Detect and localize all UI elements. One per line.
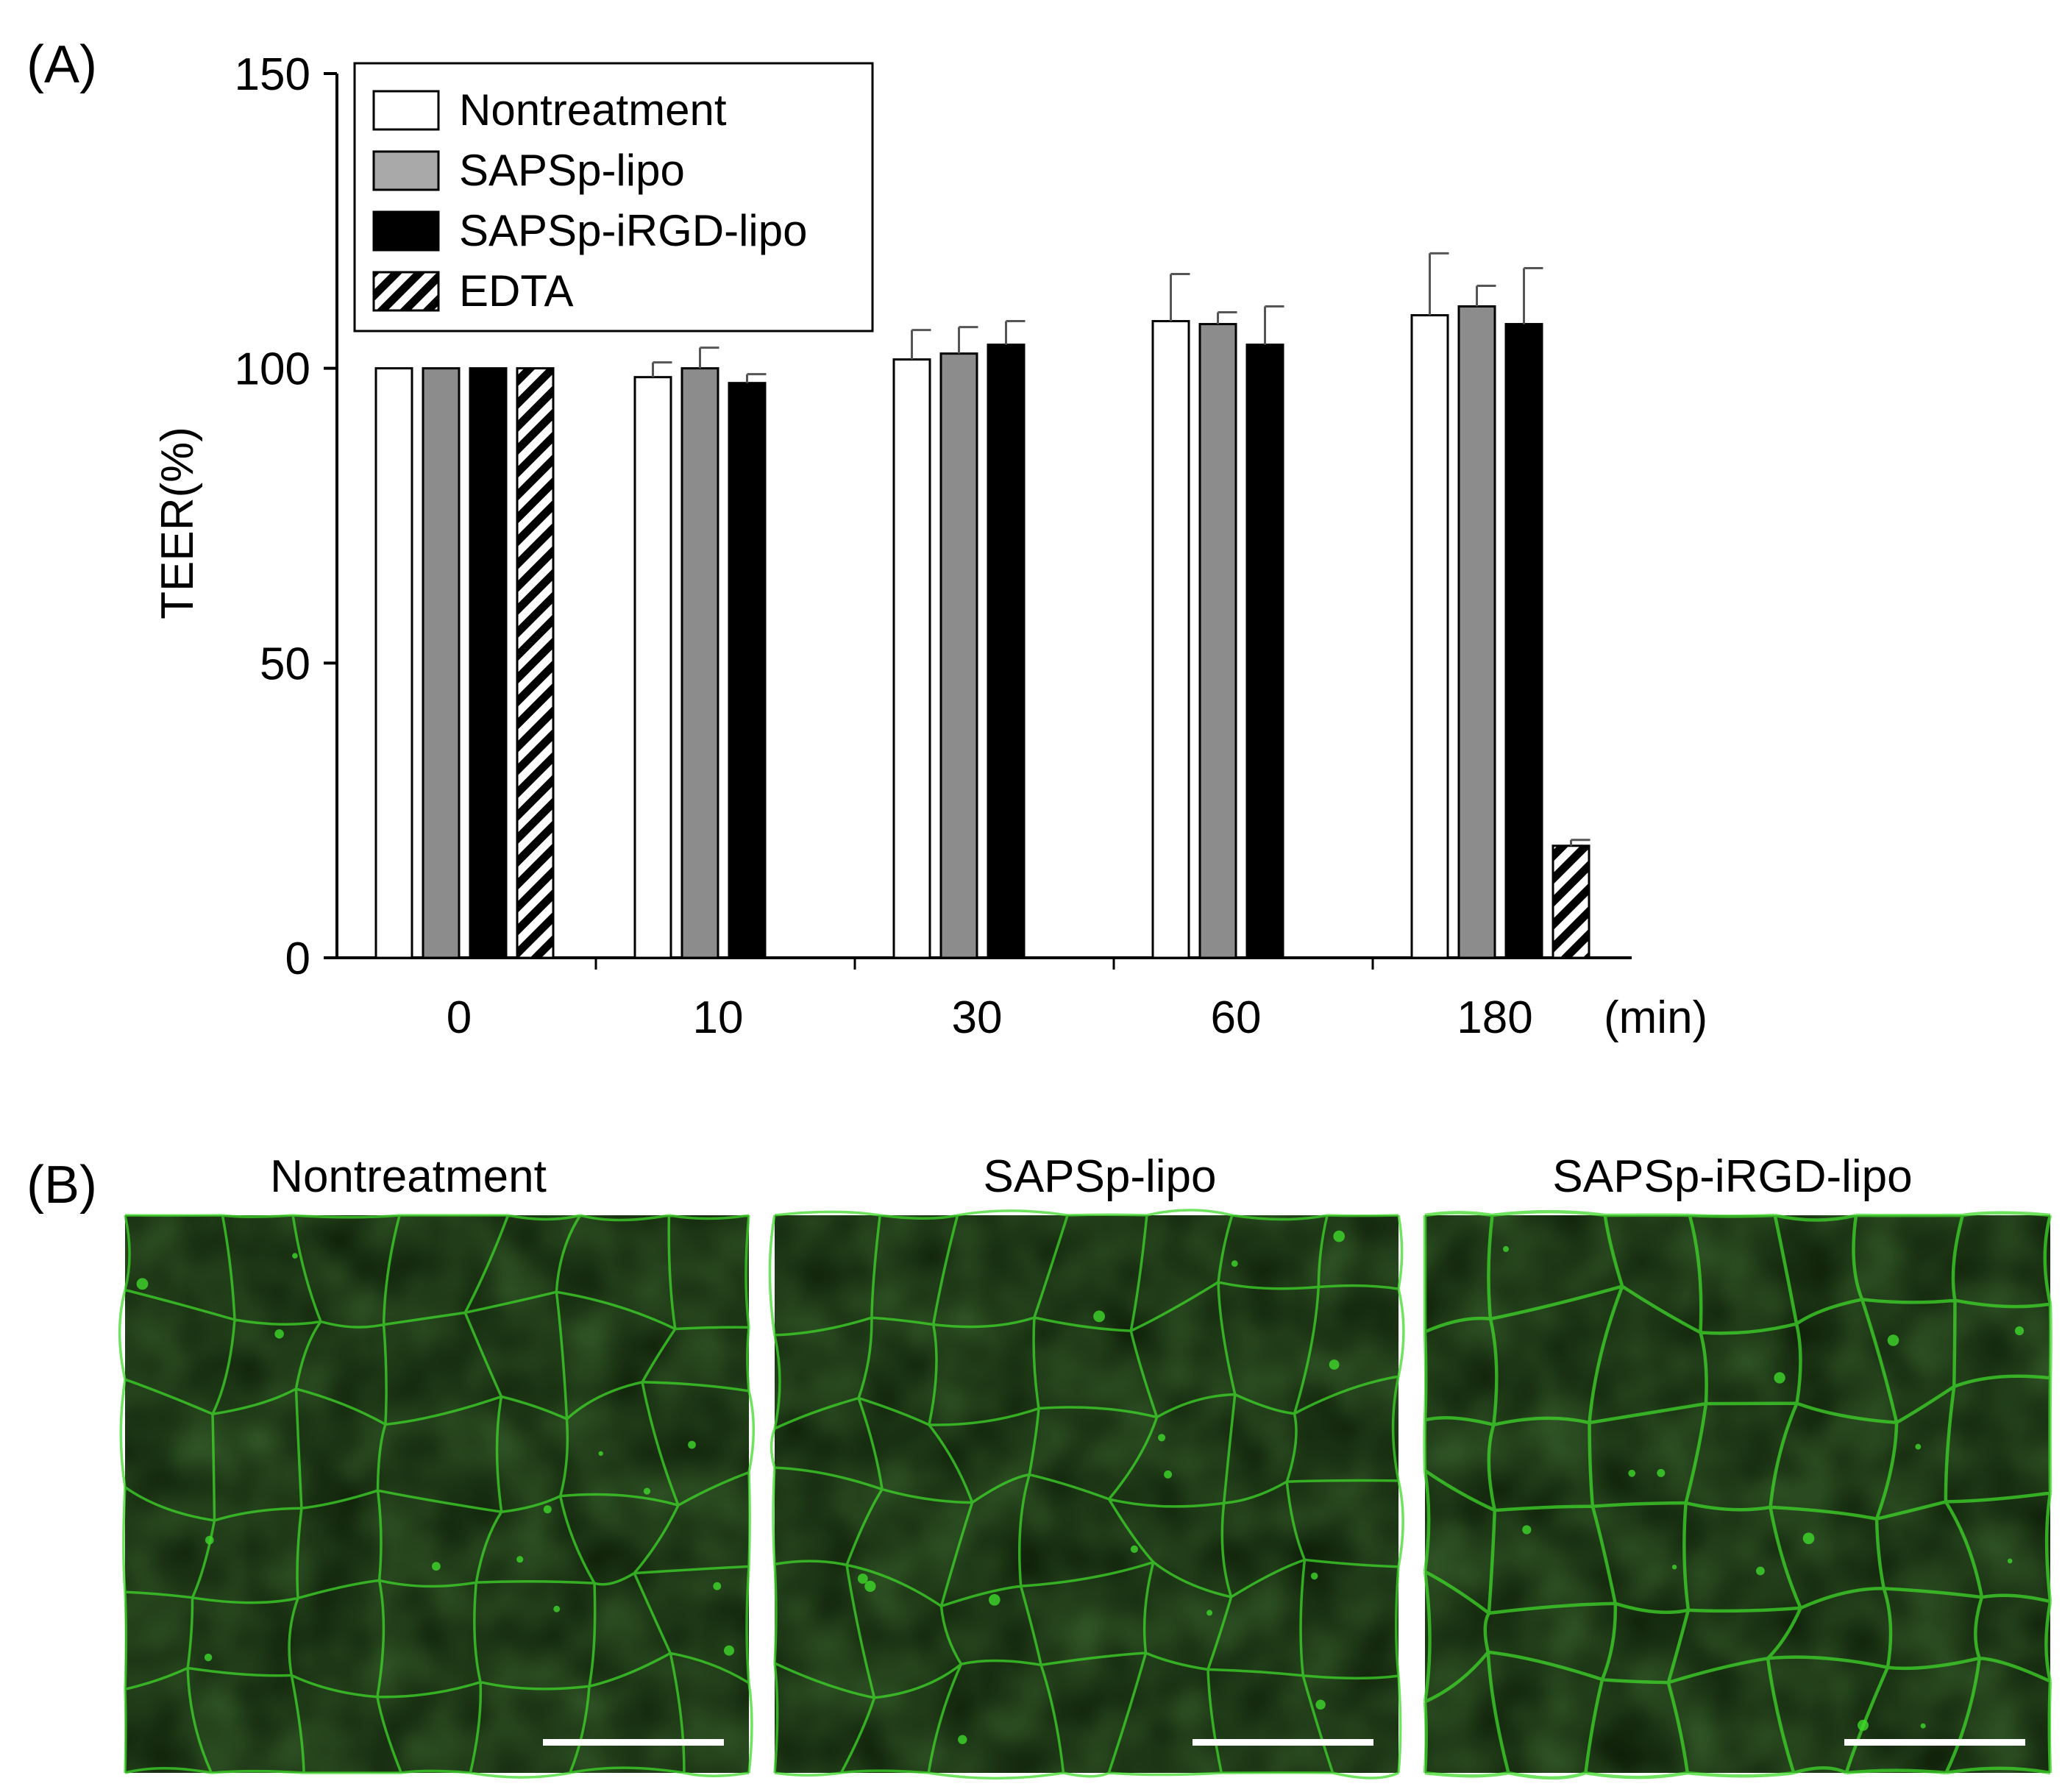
legend-label-nontreatment: Nontreatment bbox=[459, 85, 727, 135]
fluorescent-spot bbox=[598, 1451, 603, 1457]
fluorescent-spot bbox=[432, 1562, 441, 1571]
micrograph-texture bbox=[1425, 1215, 2050, 1773]
fluorescent-spot bbox=[864, 1580, 876, 1592]
bar-sapsp-lipo bbox=[422, 367, 461, 959]
fluorescent-spot bbox=[205, 1535, 214, 1545]
bar-nontreatment bbox=[633, 376, 672, 959]
legend-box bbox=[353, 62, 874, 333]
bar-edta bbox=[516, 367, 555, 959]
fluorescent-spot bbox=[2007, 1558, 2013, 1564]
scale-bar bbox=[1844, 1739, 2025, 1746]
scale-bar bbox=[1193, 1739, 1373, 1746]
fluorescent-spot bbox=[1093, 1310, 1105, 1323]
bar-nontreatment bbox=[1151, 320, 1190, 959]
fluorescent-spot bbox=[2014, 1326, 2025, 1336]
cell-membranes bbox=[768, 1209, 1405, 1780]
fluorescent-spot bbox=[1522, 1525, 1532, 1535]
panel-b-label: (B) bbox=[26, 1156, 97, 1215]
fluorescent-spot bbox=[1158, 1434, 1166, 1442]
bar-sapsp-irgd-lipo bbox=[1245, 344, 1284, 959]
fluorescent-spot bbox=[688, 1440, 696, 1449]
y-tick-label: 0 bbox=[285, 934, 310, 984]
bar-sapsp-irgd-lipo bbox=[1504, 323, 1543, 959]
fluorescent-spot bbox=[1315, 1699, 1326, 1710]
micrograph-title: Nontreatment bbox=[270, 1151, 547, 1202]
fluorescent-spot bbox=[1671, 1565, 1677, 1570]
x-tick-label: 60 bbox=[1211, 992, 1262, 1043]
bar-sapsp-lipo bbox=[1198, 323, 1237, 959]
fluorescent-spot bbox=[274, 1329, 284, 1339]
fluorescent-spot bbox=[1920, 1723, 1926, 1729]
bar-sapsp-irgd-lipo bbox=[987, 344, 1026, 959]
fluorescent-spot bbox=[713, 1582, 722, 1590]
y-tick-label: 100 bbox=[235, 344, 310, 395]
teer-bar-chart: 0 50 100 150 TEER(%) 0 10 30 60 180 (min) Nontreatm… bbox=[152, 49, 1707, 1043]
scale-bar bbox=[543, 1739, 724, 1746]
micrograph-image bbox=[118, 1214, 756, 1779]
fluorescent-spot bbox=[1887, 1334, 1899, 1346]
legend-swatch-edta bbox=[372, 271, 440, 312]
fluorescent-spot bbox=[1858, 1719, 1869, 1731]
y-axis-label: TEER(%) bbox=[152, 427, 203, 619]
fluorescent-spot bbox=[1657, 1468, 1666, 1477]
x-tick-label: 10 bbox=[693, 992, 744, 1043]
fluorescent-spot bbox=[724, 1645, 734, 1656]
legend-label-sapsp-lipo: SAPSp-lipo bbox=[459, 146, 685, 195]
x-tick-label: 30 bbox=[952, 992, 1003, 1043]
legend-swatch-nontreatment bbox=[372, 90, 440, 131]
bar-nontreatment bbox=[892, 358, 931, 959]
legend-swatch-sapsp-lipo bbox=[372, 150, 440, 191]
fluorescent-spot bbox=[1802, 1532, 1815, 1544]
legend-swatch-sapsp-irgd-lipo bbox=[372, 210, 440, 252]
fluorescent-spot bbox=[204, 1653, 213, 1662]
legend-label-edta: EDTA bbox=[459, 266, 574, 316]
fluorescent-spot bbox=[857, 1574, 868, 1584]
legend-label-sapsp-irgd-lipo: SAPSp-iRGD-lipo bbox=[459, 206, 807, 255]
micrograph-title: SAPSp-iRGD-lipo bbox=[1552, 1151, 1912, 1202]
bar-sapsp-lipo bbox=[680, 367, 719, 959]
micrograph-image bbox=[768, 1209, 1405, 1780]
bar-edta bbox=[1552, 845, 1590, 959]
bar-nontreatment bbox=[1410, 314, 1449, 959]
fluorescent-spot bbox=[553, 1605, 561, 1613]
bar-sapsp-irgd-lipo bbox=[469, 367, 508, 959]
fluorescent-spot bbox=[1130, 1545, 1138, 1553]
bar-nontreatment bbox=[374, 367, 413, 959]
fluorescent-spot bbox=[1774, 1372, 1785, 1384]
fluorescent-spot bbox=[292, 1253, 298, 1259]
chart-legend: Nontreatment SAPSp-lipo SAPSp-iRGD-lipo EDT… bbox=[353, 62, 874, 333]
micrograph-panel: Nontreatment SAPSp-lipo SAPSp-iRGD-lipo bbox=[118, 1151, 2052, 1780]
fluorescent-spot bbox=[136, 1278, 149, 1290]
bar-sapsp-lipo bbox=[1457, 305, 1496, 959]
panel-a-label: (A) bbox=[26, 35, 97, 94]
micrograph-title: SAPSp-lipo bbox=[983, 1151, 1216, 1202]
x-tick-label: 180 bbox=[1457, 992, 1532, 1043]
fluorescent-spot bbox=[543, 1505, 552, 1514]
y-tick-label: 50 bbox=[260, 639, 310, 689]
fluorescent-spot bbox=[1310, 1572, 1318, 1580]
micrograph-image bbox=[1423, 1209, 2052, 1780]
fluorescent-spot bbox=[989, 1594, 1000, 1606]
fluorescent-spot bbox=[643, 1487, 651, 1495]
fluorescent-spot bbox=[1206, 1610, 1213, 1616]
cell-membranes bbox=[118, 1214, 756, 1779]
fluorescent-spot bbox=[1756, 1566, 1765, 1576]
fluorescent-spot bbox=[1628, 1469, 1636, 1477]
fluorescent-spot bbox=[1915, 1443, 1922, 1450]
micrograph-texture bbox=[125, 1215, 749, 1773]
x-unit-label: (min) bbox=[1604, 992, 1707, 1043]
fluorescent-spot bbox=[1231, 1260, 1238, 1267]
x-tick-label: 0 bbox=[447, 992, 472, 1043]
fluorescent-spot bbox=[516, 1556, 524, 1563]
bar-sapsp-irgd-lipo bbox=[728, 382, 767, 959]
micrograph-texture bbox=[775, 1215, 1398, 1773]
fluorescent-spot bbox=[958, 1735, 967, 1744]
fluorescent-spot bbox=[1503, 1245, 1509, 1252]
fluorescent-spot bbox=[1164, 1470, 1173, 1479]
bar-sapsp-lipo bbox=[939, 352, 978, 959]
fluorescent-spot bbox=[1333, 1230, 1345, 1242]
fluorescent-spot bbox=[1329, 1359, 1340, 1370]
y-tick-label: 150 bbox=[235, 49, 310, 100]
